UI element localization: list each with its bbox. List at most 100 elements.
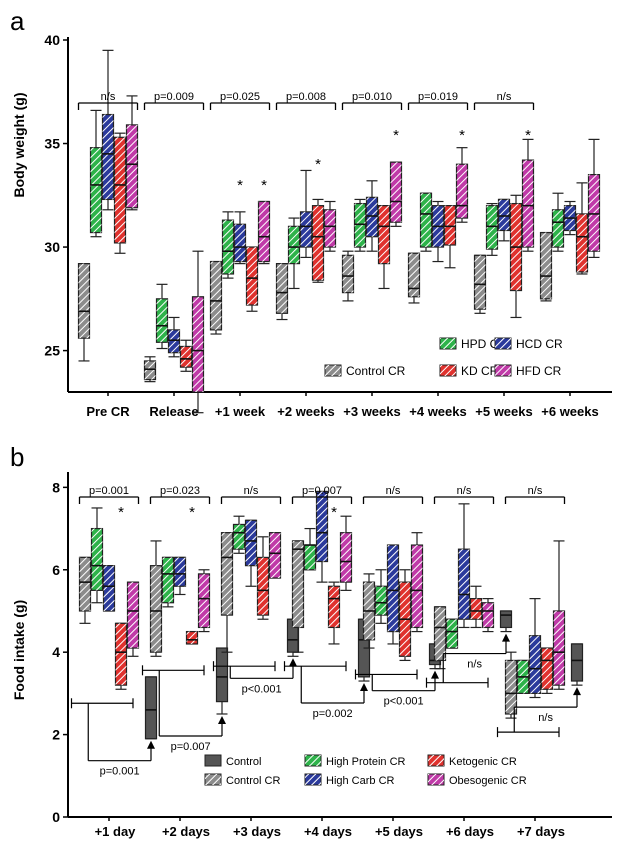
box-obesogenic-cr-4-days bbox=[339, 515, 353, 591]
box-kd-cr-4-weeks bbox=[443, 205, 457, 269]
legend-swatch-hatch bbox=[440, 338, 456, 349]
box-obesogenic-cr-1-day bbox=[126, 581, 140, 657]
box-control-cr-4-days bbox=[291, 540, 305, 653]
legend-label: High Protein CR bbox=[326, 756, 406, 768]
box-hatch bbox=[246, 247, 258, 306]
legend-item-hcd-cr: HCD CR bbox=[494, 337, 563, 351]
box-ketogenic-cr-6-days bbox=[469, 585, 483, 629]
box-ketogenic-cr-1-day bbox=[114, 622, 128, 690]
comparison-arrow bbox=[573, 687, 581, 696]
control-comparison: p=0.007 bbox=[141, 665, 226, 753]
box-ketogenic-cr-7-days bbox=[540, 647, 554, 694]
box-ketogenic-cr-5-days bbox=[398, 569, 412, 662]
box-hatch bbox=[304, 545, 316, 570]
comparison-label: p<0.001 bbox=[384, 696, 424, 708]
box-hfd-cr-3-weeks bbox=[389, 161, 403, 227]
legend-swatch-hatch bbox=[305, 774, 321, 785]
box-body bbox=[144, 676, 158, 740]
box-obesogenic-cr-7-days bbox=[552, 540, 566, 690]
panel-a-label: a bbox=[10, 6, 25, 36]
legend-item-control-cr: Control CR bbox=[324, 364, 406, 378]
box-hatch bbox=[474, 255, 486, 310]
x-tick-label: +2 weeks bbox=[277, 404, 334, 419]
box-high-protein-cr-7-days bbox=[516, 659, 530, 694]
box-hatch bbox=[114, 137, 126, 243]
panel-a-plot: 25 30 35 40 Pre CR n/s Release p=0.009 +1 week p=… bbox=[44, 32, 612, 419]
significance-bracket: n/s bbox=[473, 91, 535, 110]
box-obesogenic-cr-6-days bbox=[481, 598, 495, 633]
comparison-label: n/s bbox=[467, 659, 482, 671]
box-hatch bbox=[588, 174, 600, 252]
box-hfd-cr-6-weeks bbox=[587, 138, 601, 259]
legend-label: Control CR bbox=[346, 364, 406, 378]
box-hatch bbox=[91, 528, 103, 591]
box-control-cr-3-days bbox=[220, 532, 234, 653]
box-hatch bbox=[408, 253, 420, 297]
significance-bracket: n/s bbox=[362, 485, 424, 504]
box-control-cr-pre-cr bbox=[77, 263, 91, 362]
box-hatch bbox=[340, 532, 352, 583]
comparison-label: p=0.002 bbox=[313, 708, 353, 720]
box-ketogenic-cr-3-days bbox=[256, 536, 270, 620]
box-hatch bbox=[234, 224, 246, 262]
box-hpd-cr-2-weeks bbox=[287, 217, 301, 290]
box-control-cr-2-weeks bbox=[275, 263, 289, 321]
box-control-cr-release bbox=[143, 356, 157, 383]
box-obesogenic-cr-3-days bbox=[268, 532, 282, 579]
significance-star: * bbox=[315, 156, 321, 173]
box-hcd-cr-pre-cr bbox=[101, 49, 115, 211]
box-high-carb-cr-6-days bbox=[457, 503, 471, 629]
box-hatch bbox=[233, 524, 245, 550]
box-hatch bbox=[78, 263, 90, 339]
significance-star: * bbox=[393, 127, 399, 144]
box-hcd-cr-3-weeks bbox=[365, 180, 379, 252]
legend-swatch-hatch bbox=[428, 755, 444, 766]
box-hfd-cr-1-week bbox=[257, 200, 271, 265]
significance-label: p=0.009 bbox=[154, 91, 194, 103]
box-hatch bbox=[150, 565, 162, 653]
significance-bracket: p=0.019 bbox=[407, 91, 469, 110]
significance-label: n/s bbox=[497, 91, 512, 103]
x-tick-label: +3 days bbox=[233, 824, 281, 839]
legend-label: HCD CR bbox=[516, 337, 563, 351]
box-hfd-cr-release bbox=[191, 250, 205, 414]
significance-bracket: n/s bbox=[504, 485, 566, 504]
box-hatch bbox=[366, 197, 378, 237]
box-hatch bbox=[269, 532, 281, 579]
legend-label: KD CR bbox=[461, 364, 499, 378]
x-tick-label: +5 weeks bbox=[475, 404, 532, 419]
control-comparison: p=0.001 bbox=[70, 698, 155, 778]
box-hcd-cr-1-week bbox=[233, 211, 247, 265]
significance-label: n/s bbox=[528, 485, 543, 497]
box-hatch bbox=[198, 573, 210, 628]
significance-label: p=0.023 bbox=[160, 485, 200, 497]
box-control-cr-5-weeks bbox=[473, 254, 487, 314]
box-body bbox=[499, 610, 513, 629]
box-hatch bbox=[486, 205, 498, 250]
legend-label: Obesogenic CR bbox=[449, 775, 527, 787]
legend-swatch-hatch bbox=[205, 774, 221, 785]
comparison-arrow bbox=[360, 683, 368, 692]
box-hatch bbox=[102, 114, 114, 200]
box-body bbox=[215, 647, 229, 703]
box-high-protein-cr-3-days bbox=[232, 515, 246, 554]
legend-swatch-hatch bbox=[495, 365, 511, 376]
box-control-7-days bbox=[570, 643, 584, 686]
significance-bracket: n/s bbox=[77, 91, 139, 110]
box-high-carb-cr-3-days bbox=[244, 519, 258, 587]
comparison-label: p<0.001 bbox=[242, 683, 282, 695]
box-control-cr-3-weeks bbox=[341, 250, 355, 302]
box-hatch bbox=[300, 211, 312, 248]
box-obesogenic-cr-5-days bbox=[410, 532, 424, 633]
comparison-arrow bbox=[147, 740, 155, 749]
legend-item-control-cr: Control CR bbox=[204, 773, 280, 787]
box-hatch bbox=[576, 213, 588, 272]
comparison-arrow bbox=[431, 670, 439, 679]
box-hatch bbox=[222, 220, 234, 274]
box-hcd-cr-2-weeks bbox=[299, 169, 313, 259]
comparison-label: p=0.001 bbox=[100, 766, 140, 778]
box-control-cr-4-weeks bbox=[407, 252, 421, 304]
significance-label: p=0.001 bbox=[89, 485, 129, 497]
control-comparison: n/s bbox=[425, 633, 510, 688]
y-tick-label: 35 bbox=[44, 136, 60, 152]
